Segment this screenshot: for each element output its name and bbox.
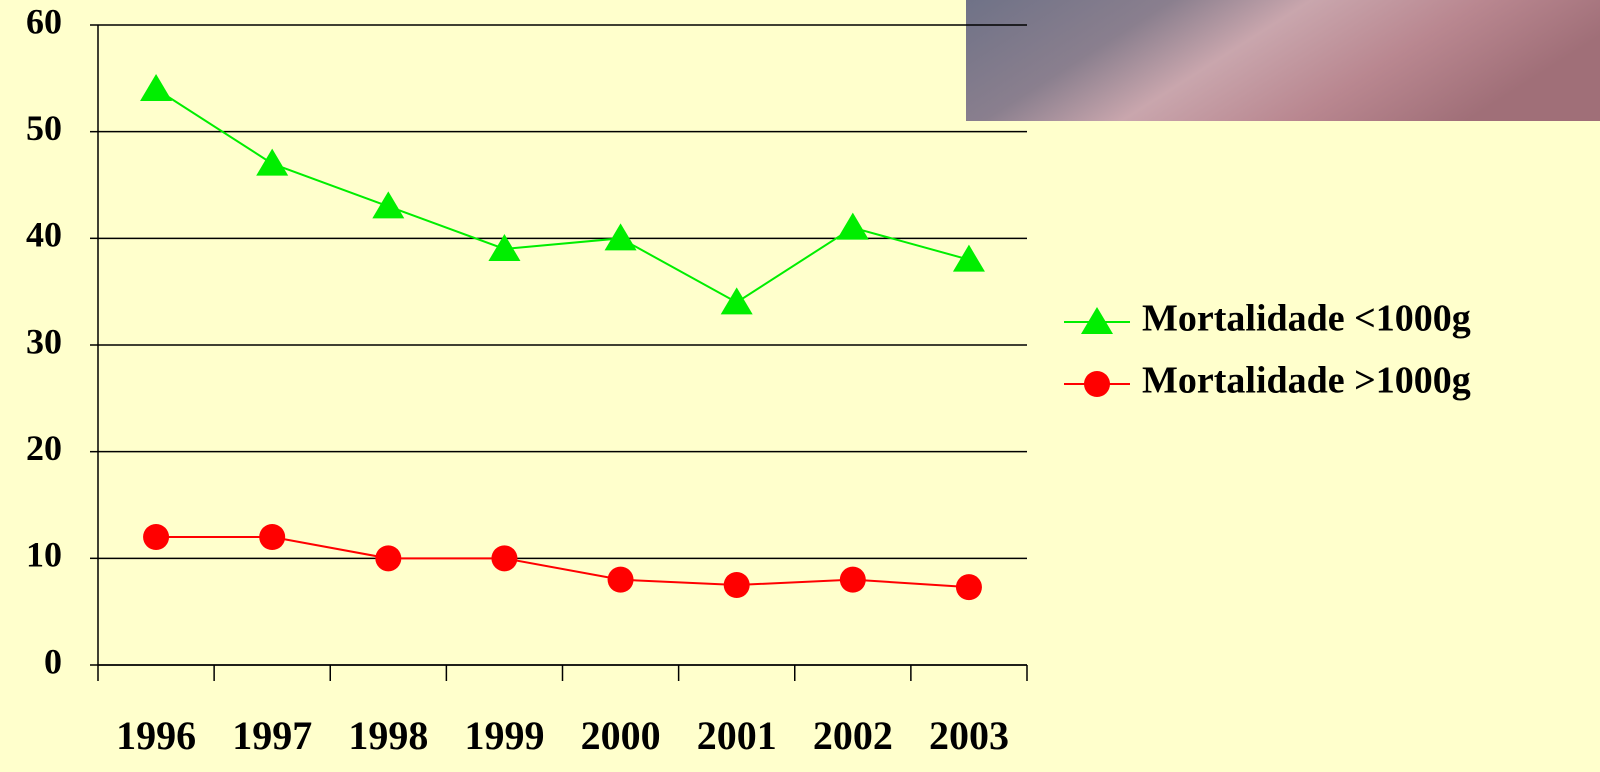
x-tick-label: 1996: [116, 713, 196, 758]
x-tick-label: 2001: [697, 713, 777, 758]
data-point: [607, 566, 634, 593]
data-point: [491, 545, 518, 572]
data-point: [256, 148, 289, 176]
x-tick-label: 2002: [813, 713, 893, 758]
legend-label: Mortalidade <1000g: [1142, 298, 1471, 340]
data-point: [839, 566, 866, 593]
photo: [966, 0, 1600, 121]
x-tick-label: 1999: [464, 713, 544, 758]
data-point: [836, 212, 869, 240]
data-point: [143, 524, 170, 550]
y-tick-label: 40: [26, 215, 62, 255]
data-point: [372, 191, 405, 219]
data-point: [488, 234, 521, 261]
legend-marker: [1084, 371, 1110, 397]
x-tick-label: 1997: [232, 713, 312, 758]
data-point: [140, 74, 173, 101]
data-point: [723, 572, 750, 598]
data-point: [259, 524, 286, 550]
data-point: [952, 244, 985, 272]
data-point: [955, 574, 982, 601]
data-point: [720, 287, 753, 315]
y-tick-label: 30: [26, 321, 62, 361]
y-tick-label: 0: [44, 641, 62, 681]
data-point: [604, 223, 637, 251]
legend-label: Mortalidade >1000g: [1142, 360, 1471, 402]
plot-area: 0 10 20 30 40 50 60 1996 1997 1998 1999 2000 2001 200…: [26, 1, 1471, 758]
x-tick-label: 2000: [581, 713, 661, 758]
legend-marker: [1081, 307, 1113, 334]
series-line: [156, 536, 970, 589]
x-tick-label: 2003: [929, 713, 1009, 758]
y-tick-label: 50: [26, 108, 62, 148]
y-tick-label: 10: [26, 535, 62, 575]
series-line: [155, 88, 970, 304]
x-tick-label: 1998: [348, 713, 428, 758]
y-tick-label: 60: [26, 1, 62, 41]
data-point: [375, 545, 402, 572]
y-tick-label: 20: [26, 428, 62, 468]
